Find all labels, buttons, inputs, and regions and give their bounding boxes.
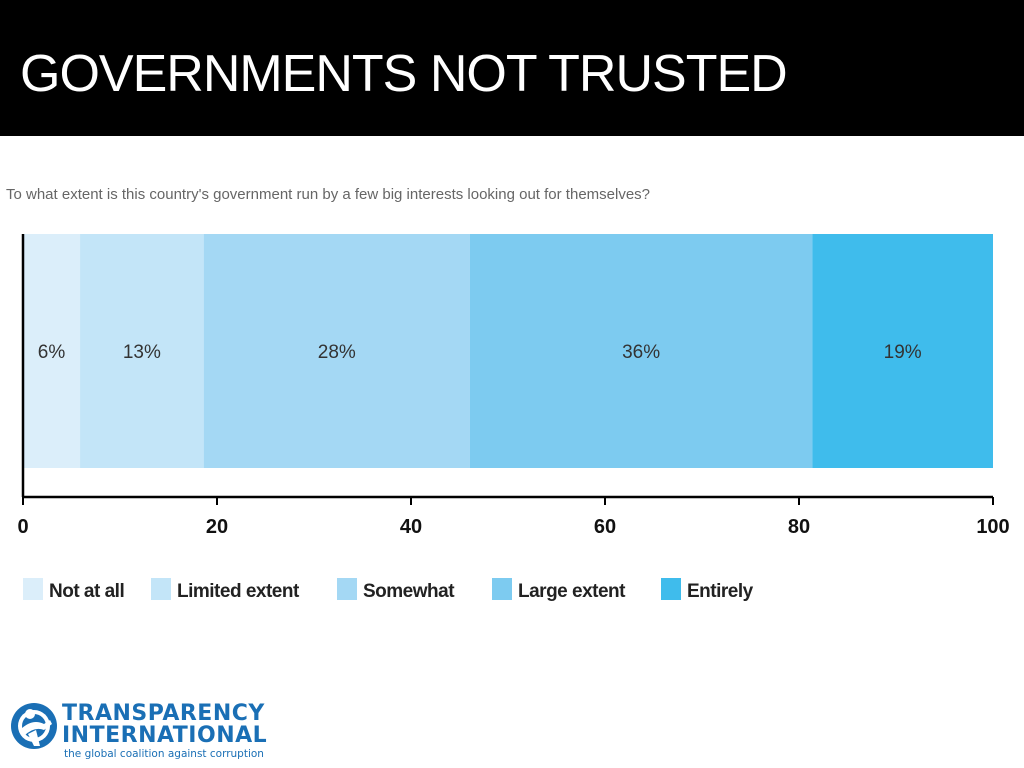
bar-segment-4 <box>469 234 813 468</box>
bar-label-2: 13% <box>123 342 161 363</box>
legend-swatch-3 <box>337 578 357 600</box>
bar-segment-3 <box>203 234 470 468</box>
bar-label-5: 19% <box>884 342 922 363</box>
bar-segment-5 <box>812 234 993 468</box>
logo-figure-icon <box>11 703 57 749</box>
transparency-international-logo: TRANSPARENCY INTERNATIONAL the global co… <box>10 700 270 764</box>
x-tick-label-60: 60 <box>594 516 616 538</box>
logo-text-line2: INTERNATIONAL <box>62 723 268 748</box>
legend: Not at all Limited extent Somewhat Large ex… <box>23 578 754 602</box>
legend-swatch-2 <box>151 578 171 600</box>
chart-question: To what extent is this country's governm… <box>6 186 651 203</box>
legend-label-5: Entirely <box>687 581 754 602</box>
bar-segment-1 <box>23 234 81 468</box>
x-tick-label-20: 20 <box>206 516 228 538</box>
bar-value-labels: 6% 13% 28% 36% 19% <box>38 342 922 363</box>
logo-tagline: the global coalition against corruption <box>64 748 264 760</box>
legend-label-1: Not at all <box>49 581 124 602</box>
header-bar: GOVERNMENTS NOT TRUSTED <box>0 0 1024 136</box>
legend-label-4: Large extent <box>518 581 626 602</box>
legend-swatch-5 <box>661 578 681 600</box>
legend-swatch-4 <box>492 578 512 600</box>
x-tick-label-80: 80 <box>788 516 810 538</box>
page-title: GOVERNMENTS NOT TRUSTED <box>20 45 788 103</box>
x-tick-label-0: 0 <box>17 516 28 538</box>
legend-swatch-1 <box>23 578 43 600</box>
x-tick-label-40: 40 <box>400 516 422 538</box>
x-tick-label-100: 100 <box>976 516 1009 538</box>
bar-label-1: 6% <box>38 342 66 363</box>
bar-segment-2 <box>80 234 204 468</box>
legend-label-2: Limited extent <box>177 581 300 602</box>
logo-text-line1: TRANSPARENCY <box>62 701 265 726</box>
x-axis: 0 20 40 60 80 100 <box>17 234 1010 538</box>
bar-segments <box>23 234 993 468</box>
stacked-bar-chart: 6% 13% 28% 36% 19% 0 20 40 60 80 100 Not at all Li… <box>17 234 1010 602</box>
legend-label-3: Somewhat <box>363 581 455 602</box>
bar-label-3: 28% <box>318 342 356 363</box>
bar-label-4: 36% <box>622 342 660 363</box>
